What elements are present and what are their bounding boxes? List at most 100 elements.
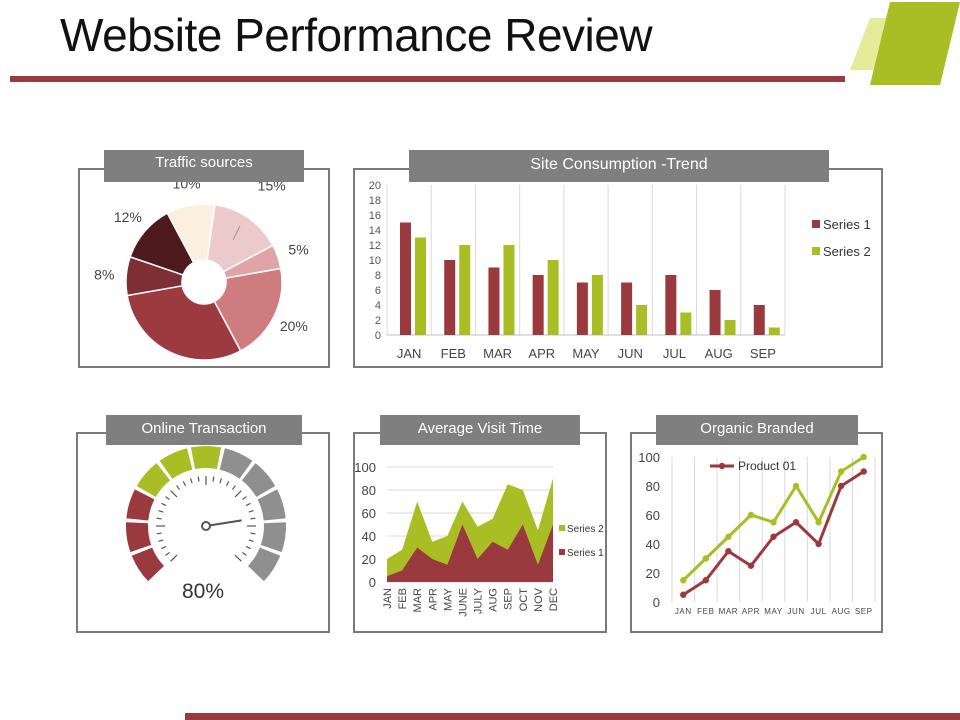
- gauge-tick: [165, 496, 170, 501]
- line-y-tick: 80: [646, 479, 660, 494]
- area-x-tick: OCT: [518, 588, 530, 612]
- bar-y-tick: 16: [369, 210, 381, 222]
- bar: [768, 327, 780, 335]
- gauge-tick: [197, 476, 200, 482]
- site-consumption-title: Site Consumption -Trend: [409, 150, 829, 182]
- average-visit-time-panel: 100 80 60 40 20 0 JAN FEB MAR APR MAY JUNE JULY AUG SE…: [353, 432, 607, 633]
- line-point: [680, 591, 687, 598]
- bar: [576, 282, 588, 335]
- area-legend-swatch: [559, 525, 565, 531]
- gauge-hub: [201, 521, 211, 531]
- gauge-segment: [219, 448, 253, 479]
- pie-slice-label: 12%: [114, 209, 142, 225]
- gauge-tick: [231, 485, 236, 490]
- pie-slice-label: 30%: [146, 364, 174, 366]
- area-x-tick: NOV: [533, 587, 545, 612]
- bar-x-tick: APR: [528, 346, 555, 361]
- gauge-tick: [156, 517, 162, 520]
- line-point: [860, 468, 867, 475]
- gauge-tick: [170, 554, 178, 562]
- pie-slice: [213, 267, 283, 352]
- gauge-tick: [242, 551, 247, 556]
- gauge-value-label: 80%: [182, 580, 225, 603]
- area-legend-label: Series 1: [567, 548, 604, 559]
- gauge-tick: [170, 490, 178, 498]
- area-x-tick: FEB: [397, 588, 409, 609]
- area-x-tick: JULY: [473, 587, 485, 614]
- area-x-tick: AUG: [488, 588, 500, 612]
- bar-legend-swatch: [812, 220, 820, 228]
- bar-y-tick: 4: [375, 300, 381, 312]
- area-y-tick: 20: [362, 552, 376, 567]
- bar-x-tick: JAN: [397, 346, 422, 361]
- line-y-tick: 0: [653, 595, 660, 610]
- area-x-tick: JAN: [382, 588, 394, 609]
- line-point: [680, 577, 687, 584]
- gauge-segment: [136, 463, 171, 497]
- line-y-tick: 40: [646, 537, 660, 552]
- footer-rule: [185, 713, 960, 720]
- bar: [709, 290, 721, 335]
- line-series: [682, 455, 865, 582]
- line-point: [792, 482, 800, 490]
- bar: [680, 312, 692, 335]
- bar-y-tick: 20: [369, 180, 381, 192]
- title-underline: [10, 76, 845, 82]
- line-x-tick: AUG: [832, 607, 851, 616]
- gauge-tick: [225, 481, 230, 487]
- line-point: [702, 555, 710, 562]
- area-series: [387, 524, 553, 582]
- gauge-tick: [234, 554, 242, 562]
- pie-slice: [166, 203, 216, 264]
- line-y-tick: 60: [646, 508, 660, 523]
- area-y-tick: 60: [362, 506, 376, 521]
- gauge-tick: [212, 476, 215, 482]
- gauge-tick: [248, 509, 254, 513]
- line-x-tick: MAY: [764, 607, 783, 616]
- gauge-tick: [245, 502, 251, 507]
- line-point: [725, 548, 732, 555]
- line-point: [815, 519, 822, 526]
- bar-x-tick: JUN: [618, 346, 643, 361]
- bar-y-tick: 10: [369, 255, 381, 267]
- gauge-segment: [159, 448, 193, 479]
- area-legend-swatch: [559, 549, 565, 555]
- online-transaction-title: Online Transaction: [106, 415, 302, 445]
- area-x-tick: DEC: [548, 588, 560, 611]
- line-x-tick: JUN: [787, 607, 804, 616]
- bar-legend-label: Series 2: [823, 244, 871, 259]
- bar: [621, 282, 633, 335]
- pie-slice: [126, 284, 242, 361]
- average-visit-time-area-chart: 100 80 60 40 20 0 JAN FEB MAR APR MAY JUNE JULY AUG SE…: [354, 460, 604, 617]
- line-y-tick: 20: [646, 566, 660, 581]
- gauge-tick: [250, 517, 256, 520]
- bar-x-tick: MAR: [483, 346, 512, 361]
- bar-x-tick: FEB: [441, 346, 466, 361]
- gauge-segment: [126, 522, 152, 553]
- gauge-segment: [248, 547, 281, 582]
- area-x-tick: MAR: [412, 588, 424, 613]
- area-y-tick: 0: [369, 575, 376, 590]
- line-series: [682, 470, 865, 597]
- bar-y-tick: 8: [375, 270, 381, 282]
- gauge-segment: [126, 489, 155, 521]
- line-legend-marker: [718, 462, 726, 470]
- gauge-tick: [245, 545, 251, 550]
- pie-slice-label: 8%: [94, 266, 114, 282]
- bar-y-tick: 18: [369, 195, 381, 207]
- bar: [503, 245, 515, 335]
- online-transaction-gauge: [126, 446, 286, 582]
- bar-y-tick: 2: [375, 315, 381, 327]
- area-x-tick: APR: [427, 588, 439, 611]
- bar-x-tick: MAY: [572, 346, 600, 361]
- bar: [753, 305, 765, 335]
- gauge-tick: [161, 545, 167, 550]
- traffic-pie-chart: 15%5%20%30%8%12%10%: [94, 176, 308, 380]
- bar-legend-swatch: [812, 247, 820, 255]
- area-x-tick: SEP: [503, 588, 515, 610]
- bar: [444, 260, 456, 335]
- line-point: [770, 519, 777, 526]
- decorative-parallelograms: [850, 2, 960, 85]
- line-point: [837, 482, 845, 490]
- area-y-tick: 40: [362, 529, 376, 544]
